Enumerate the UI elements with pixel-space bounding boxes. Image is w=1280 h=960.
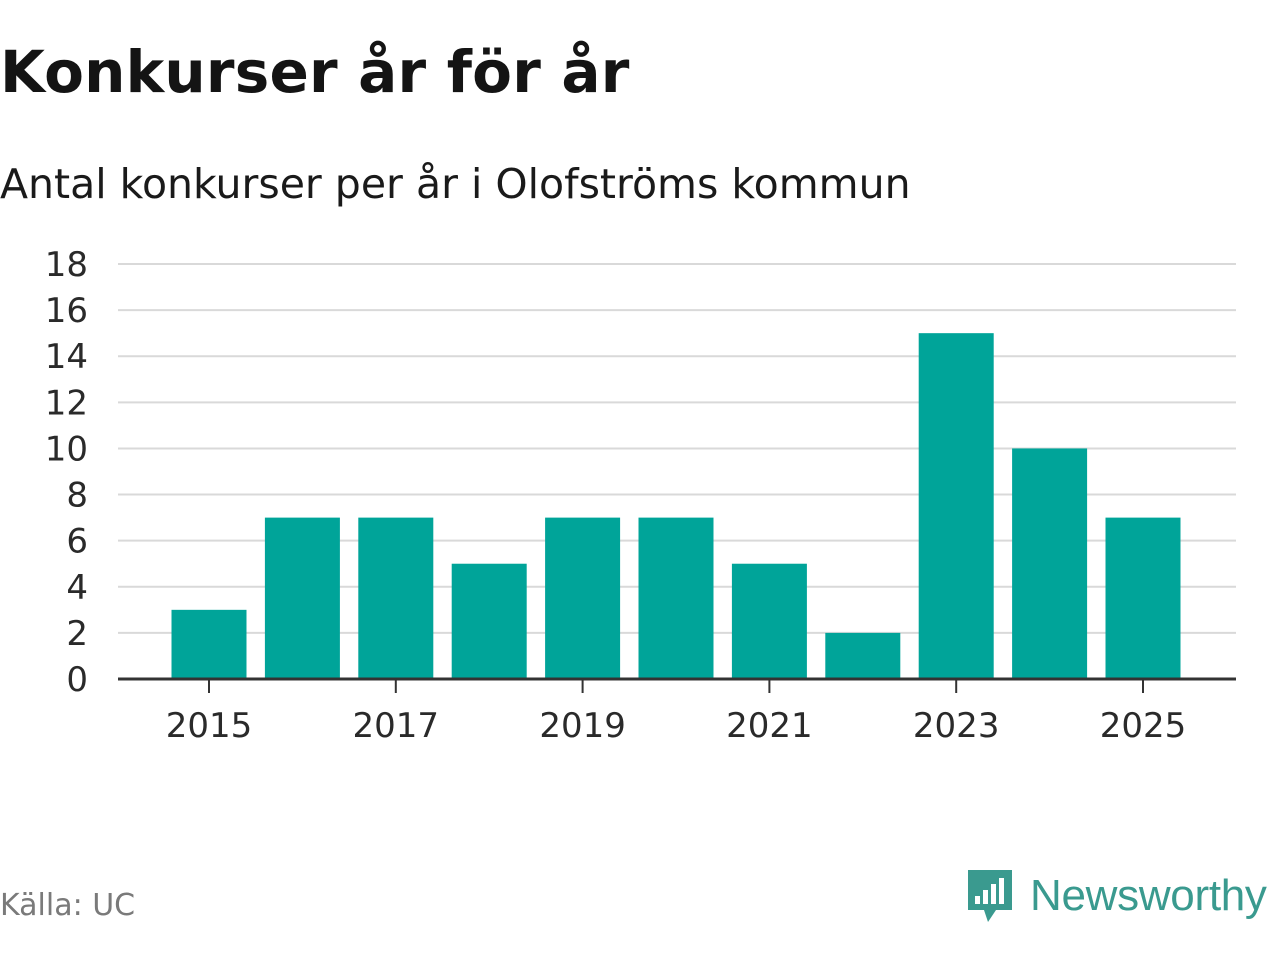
y-tick-label: 10 (45, 429, 88, 469)
bar: 2022: 2 (825, 632, 901, 679)
x-tick-label: 2021 (726, 706, 813, 746)
y-tick-label: 12 (45, 383, 88, 423)
bar: 2019: 7 (545, 517, 621, 679)
x-tick-label: 2019 (539, 706, 626, 746)
y-tick-label: 0 (66, 660, 88, 700)
bar-chart: 0 2 4 6 8 10 12 14 16 18 2015: 32016: 72017: 72018… (45, 245, 1236, 746)
bar: 2021: 5 (731, 563, 807, 679)
x-tick-label: 2017 (353, 706, 440, 746)
bar: 2016: 7 (264, 517, 340, 679)
bar: 2024: 10 (1012, 448, 1088, 679)
chart-title: Konkurser år för år (0, 38, 630, 106)
x-tick-label: 2023 (913, 706, 1000, 746)
brand-name: Newsworthy (1030, 871, 1267, 920)
bar: 2020: 7 (638, 517, 714, 679)
bar: 2025: 7 (1105, 517, 1181, 679)
y-tick-label: 8 (66, 476, 88, 516)
brand-logo: Newsworthy (964, 864, 1267, 928)
x-tick-label: 2015 (166, 706, 253, 746)
newsworthy-logo-icon (968, 870, 1012, 922)
bar: 2017: 7 (358, 517, 434, 679)
bar: 2015: 3 (171, 609, 247, 679)
y-tick-label: 16 (45, 291, 88, 331)
chart-subtitle: Antal konkurser per år i Olofströms komm… (0, 160, 911, 208)
bar: 2018: 5 (451, 563, 527, 679)
y-tick-label: 18 (45, 245, 88, 285)
bar: 2023: 15 (918, 333, 994, 679)
source-note: Källa: UC (0, 888, 136, 923)
y-tick-label: 14 (45, 337, 88, 377)
x-tick-label: 2025 (1100, 706, 1187, 746)
y-tick-label: 2 (66, 614, 88, 654)
y-tick-label: 4 (66, 568, 88, 608)
y-tick-label: 6 (66, 522, 88, 562)
